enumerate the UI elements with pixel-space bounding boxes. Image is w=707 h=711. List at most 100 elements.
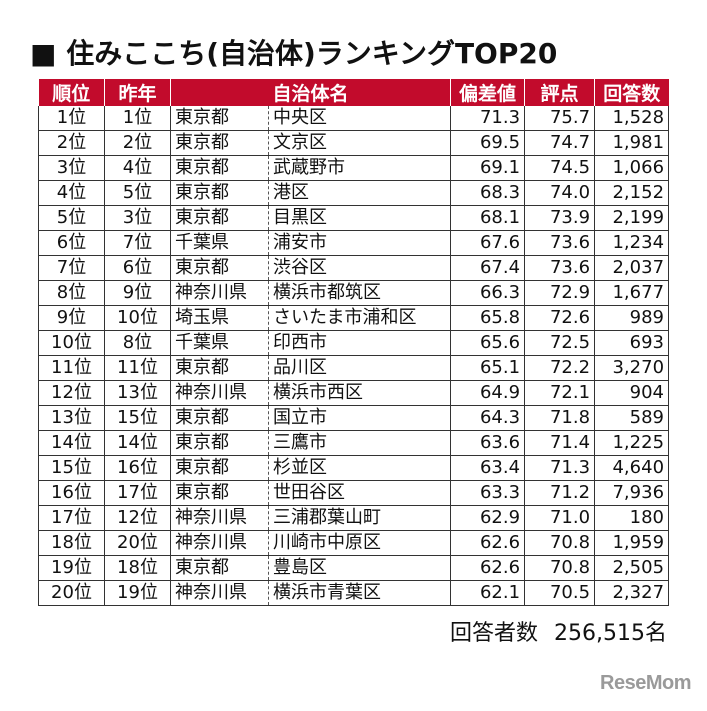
prefecture-cell: 千葉県 [170,230,269,256]
deviation-cell: 69.1 [450,155,526,181]
table-row: 12位 13位 神奈川県 横浜市西区 64.9 72.1 904 [38,380,670,406]
city-cell: 目黒区 [268,205,452,231]
responses-cell: 693 [594,330,670,356]
last-year-cell: 13位 [104,380,171,406]
deviation-cell: 65.1 [450,355,526,381]
responses-cell: 180 [594,505,670,531]
rank-cell: 6位 [38,230,105,256]
city-cell: 三浦郡葉山町 [268,505,452,531]
deviation-cell: 67.4 [450,255,526,281]
score-cell: 72.5 [524,330,596,356]
last-year-cell: 7位 [104,230,171,256]
city-cell: 印西市 [268,330,452,356]
deviation-cell: 64.9 [450,380,526,406]
prefecture-cell: 東京都 [170,106,269,131]
last-year-cell: 9位 [104,280,171,306]
rank-cell: 11位 [38,355,105,381]
last-year-cell: 16位 [104,455,171,481]
responses-cell: 1,528 [594,106,670,131]
responses-cell: 4,640 [594,455,670,481]
table-row: 13位 15位 東京都 国立市 64.3 71.8 589 [38,405,670,431]
city-cell: 中央区 [268,106,452,131]
score-cell: 72.6 [524,305,596,331]
prefecture-cell: 東京都 [170,555,269,581]
score-cell: 70.8 [524,555,596,581]
header-score: 評点 [524,79,596,106]
deviation-cell: 63.4 [450,455,526,481]
score-cell: 72.9 [524,280,596,306]
prefecture-cell: 東京都 [170,255,269,281]
deviation-cell: 66.3 [450,280,526,306]
city-cell: 杉並区 [268,455,452,481]
responses-cell: 1,225 [594,430,670,456]
rank-cell: 19位 [38,555,105,581]
header-last-year: 昨年 [104,79,171,106]
table-row: 2位 2位 東京都 文京区 69.5 74.7 1,981 [38,130,670,156]
last-year-cell: 18位 [104,555,171,581]
table-row: 1位 1位 東京都 中央区 71.3 75.7 1,528 [38,106,670,131]
rank-cell: 2位 [38,130,105,156]
score-cell: 74.5 [524,155,596,181]
responses-cell: 1,959 [594,530,670,556]
responses-cell: 7,936 [594,480,670,506]
score-cell: 74.7 [524,130,596,156]
score-cell: 70.5 [524,580,596,606]
deviation-cell: 65.8 [450,305,526,331]
table-row: 5位 3位 東京都 目黒区 68.1 73.9 2,199 [38,205,670,231]
prefecture-cell: 神奈川県 [170,505,269,531]
responses-cell: 2,152 [594,180,670,206]
deviation-cell: 63.6 [450,430,526,456]
city-cell: 横浜市都筑区 [268,280,452,306]
prefecture-cell: 東京都 [170,205,269,231]
prefecture-cell: 神奈川県 [170,530,269,556]
deviation-cell: 65.6 [450,330,526,356]
last-year-cell: 3位 [104,205,171,231]
last-year-cell: 20位 [104,530,171,556]
deviation-cell: 68.3 [450,180,526,206]
score-cell: 73.6 [524,255,596,281]
table-row: 20位 19位 神奈川県 横浜市青葉区 62.1 70.5 2,327 [38,580,670,606]
rank-cell: 15位 [38,455,105,481]
last-year-cell: 1位 [104,106,171,131]
rank-cell: 7位 [38,255,105,281]
header-rank: 順位 [38,79,105,106]
table-row: 17位 12位 神奈川県 三浦郡葉山町 62.9 71.0 180 [38,505,670,531]
city-cell: 豊島区 [268,555,452,581]
table-row: 18位 20位 神奈川県 川崎市中原区 62.6 70.8 1,959 [38,530,670,556]
prefecture-cell: 神奈川県 [170,580,269,606]
city-cell: 武蔵野市 [268,155,452,181]
deviation-cell: 63.3 [450,480,526,506]
header-municipality: 自治体名 [170,79,452,106]
page-title: ■ 住みここち(自治体)ランキングTOP20 [30,37,558,70]
score-cell: 71.8 [524,405,596,431]
deviation-cell: 71.3 [450,106,526,131]
deviation-cell: 68.1 [450,205,526,231]
last-year-cell: 5位 [104,180,171,206]
prefecture-cell: 東京都 [170,405,269,431]
prefecture-cell: 神奈川県 [170,380,269,406]
city-cell: 横浜市青葉区 [268,580,452,606]
rank-cell: 8位 [38,280,105,306]
responses-cell: 3,270 [594,355,670,381]
table-row: 16位 17位 東京都 世田谷区 63.3 71.2 7,936 [38,480,670,506]
responses-cell: 2,327 [594,580,670,606]
city-cell: 港区 [268,180,452,206]
score-cell: 75.7 [524,106,596,131]
prefecture-cell: 東京都 [170,355,269,381]
city-cell: 世田谷区 [268,480,452,506]
table-row: 8位 9位 神奈川県 横浜市都筑区 66.3 72.9 1,677 [38,280,670,306]
last-year-cell: 17位 [104,480,171,506]
resemom-logo: ReseMom [600,672,691,694]
prefecture-cell: 東京都 [170,430,269,456]
deviation-cell: 64.3 [450,405,526,431]
table-row: 6位 7位 千葉県 浦安市 67.6 73.6 1,234 [38,230,670,256]
prefecture-cell: 千葉県 [170,330,269,356]
rank-cell: 1位 [38,106,105,131]
rank-cell: 13位 [38,405,105,431]
responses-cell: 2,037 [594,255,670,281]
last-year-cell: 10位 [104,305,171,331]
table-row: 9位 10位 埼玉県 さいたま市浦和区 65.8 72.6 989 [38,305,670,331]
responses-cell: 2,505 [594,555,670,581]
last-year-cell: 14位 [104,430,171,456]
deviation-cell: 62.1 [450,580,526,606]
